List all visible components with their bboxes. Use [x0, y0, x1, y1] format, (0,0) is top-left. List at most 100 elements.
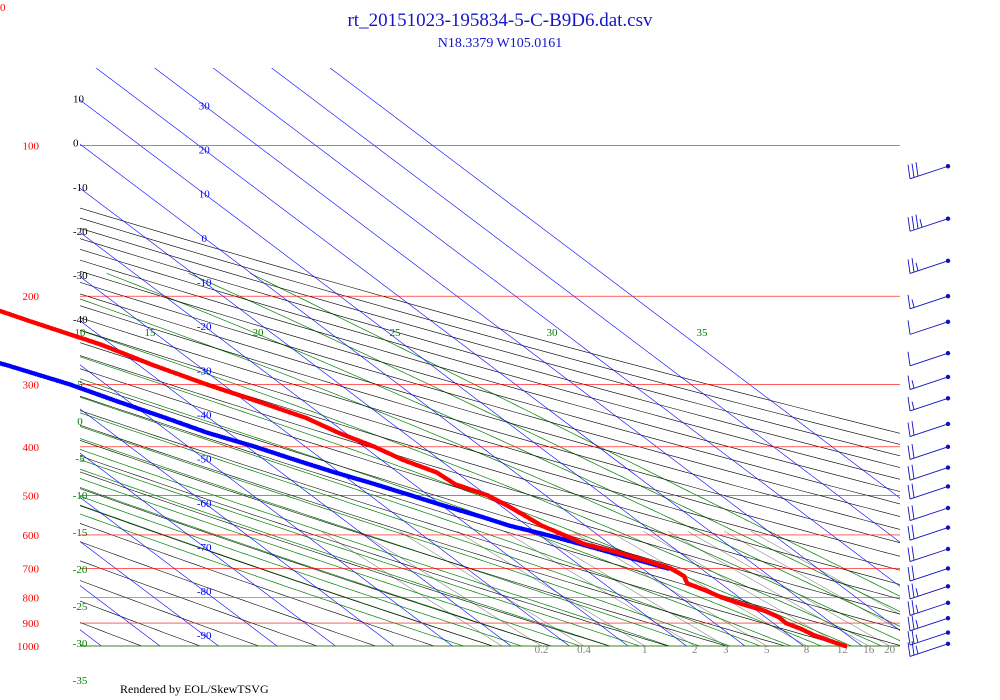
- wind-barb-station: [945, 293, 951, 299]
- temperature-point: [0, 308, 2, 313]
- pressure-label: 900: [23, 618, 40, 630]
- dry-adiabat-line: [80, 580, 260, 646]
- dry-adiabat-line: [80, 259, 900, 492]
- wind-barb-flag: [919, 219, 923, 228]
- dry-adiabat-line: [80, 471, 611, 646]
- dry-adiabat-line: [80, 455, 670, 646]
- wind-barb-flag: [907, 642, 911, 657]
- wind-barb-shaft: [909, 632, 949, 646]
- isotherm-line: [271, 68, 900, 543]
- wind-barb: [907, 629, 951, 646]
- wind-barb-flag: [915, 604, 919, 613]
- wind-barb: [907, 583, 951, 600]
- wind-barb-flag: [907, 445, 911, 460]
- isotherm-line: [80, 99, 804, 646]
- dry-adiabat-line: [80, 368, 900, 615]
- isobars: [80, 145, 900, 647]
- moist-adiabat-line: [80, 426, 731, 646]
- dry-adiabat-line: [80, 560, 318, 646]
- wind-barb: [907, 258, 951, 274]
- wind-barb-flag: [907, 566, 911, 582]
- wind-barb-flag: [911, 524, 915, 539]
- mixing-ratio-label: 16: [863, 644, 875, 656]
- wind-barb-flag: [915, 214, 919, 229]
- wind-barb-flag: [911, 163, 915, 178]
- dry-adiabat-line: [80, 355, 900, 600]
- wind-barb-shaft: [909, 486, 949, 500]
- dry-adiabat-line: [80, 207, 900, 434]
- mixing-ratio-line: [667, 531, 870, 646]
- wind-barb-station: [945, 505, 951, 511]
- mixing-ratio-label: 1: [642, 644, 648, 656]
- wind-barb-flag: [907, 422, 911, 437]
- wind-barb-flag: [911, 380, 915, 389]
- axis-temp-label: -20: [73, 226, 88, 238]
- wind-barb-shaft: [909, 352, 949, 367]
- mixing-ratio-line: [750, 531, 900, 615]
- pressure-label: 800: [23, 592, 40, 604]
- wind-barb-flag: [911, 258, 915, 273]
- mixing-ratio-label: 0.2: [535, 644, 549, 656]
- isotherm-line: [95, 68, 863, 646]
- footer-credit: Rendered by EOL/SkewTSVG: [120, 682, 269, 696]
- isotherm-line: [154, 68, 900, 631]
- isotherm-line: [80, 408, 395, 646]
- dry-adiabats: [80, 207, 900, 646]
- isotherm-line: [80, 187, 687, 646]
- moist-adiabat-line: [80, 298, 900, 642]
- wind-barb-flag: [911, 629, 915, 644]
- wind-barb-shaft: [909, 397, 949, 412]
- dry-adiabat-line: [80, 440, 728, 646]
- dry-adiabat-line: [80, 238, 900, 468]
- wind-barb-flag: [907, 375, 911, 390]
- isotherm-label: 0: [201, 233, 207, 245]
- isotherm-label: 10: [199, 189, 211, 201]
- isotherm-label: -70: [197, 542, 212, 554]
- isotherm-line: [329, 68, 900, 499]
- moist-adiabat-label: -20: [73, 564, 88, 576]
- wind-barb-flag: [907, 601, 911, 616]
- wind-barb-shaft: [909, 295, 949, 310]
- isotherms: [80, 68, 900, 646]
- wind-barb-shaft: [909, 218, 949, 232]
- moist-adiabat-label: -15: [73, 527, 88, 539]
- wind-barb-station: [945, 421, 951, 427]
- pressure-label: 1000: [17, 641, 40, 653]
- moist-adiabat-label: -30: [73, 638, 88, 650]
- pressure-label: 700: [23, 563, 40, 575]
- isotherm-label: -90: [197, 630, 212, 642]
- wind-barb: [907, 600, 951, 616]
- dry-adiabat-line: [80, 342, 900, 585]
- wind-barb-shaft: [909, 446, 949, 460]
- axis-temp-label: -10: [73, 182, 88, 194]
- pressure-label: 400: [23, 442, 40, 454]
- pressure-label: 300: [23, 379, 40, 391]
- pressure-label: 600: [23, 530, 40, 542]
- wind-barb-flag: [911, 483, 915, 498]
- dry-adiabat-line: [80, 523, 436, 646]
- wind-barb-flag: [911, 583, 915, 598]
- wind-barb-shaft: [909, 527, 949, 541]
- wind-barb-flag: [915, 634, 919, 643]
- wind-barb-station: [945, 319, 951, 324]
- moist-adiabat-line: [80, 468, 611, 646]
- moist-adiabat-label: -25: [73, 601, 88, 613]
- mixing-ratio-label: 20: [884, 644, 896, 656]
- corner-zero-label: 0: [0, 2, 6, 14]
- moist-adiabat-line: [80, 487, 552, 646]
- isotherm-line: [80, 496, 278, 646]
- wind-barb-flag: [907, 584, 911, 599]
- wind-barb-flag: [907, 547, 911, 562]
- dry-adiabat-line: [80, 270, 900, 505]
- mixing-ratio-label: 12: [837, 644, 848, 656]
- moist-adiabat-label: 35: [697, 327, 709, 339]
- dry-adiabat-line: [80, 505, 494, 646]
- moist-adiabat-label: 20: [253, 327, 265, 339]
- wind-barb-flag: [911, 600, 915, 615]
- wind-barb-flag: [911, 401, 915, 410]
- axis-temp-label: 10: [73, 93, 85, 105]
- wind-barb: [907, 615, 951, 632]
- wind-barb-shaft: [909, 548, 949, 563]
- wind-barb-shaft: [909, 467, 949, 481]
